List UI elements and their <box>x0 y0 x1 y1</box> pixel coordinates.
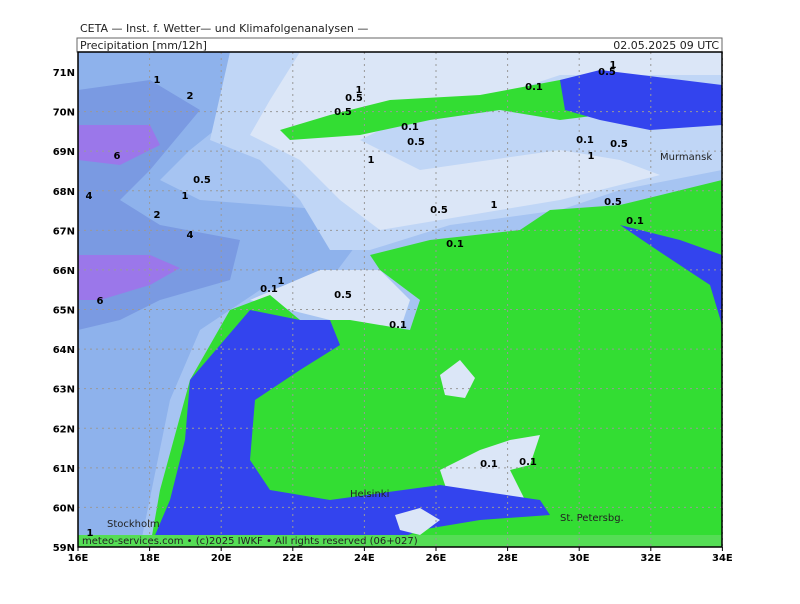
lon-label: 16E <box>68 553 89 564</box>
lat-label: 62N <box>53 424 75 435</box>
datetime-label: 02.05.2025 09 UTC <box>613 39 719 52</box>
footer-text: meteo-services.com • (c)2025 IWKF • All … <box>82 536 418 547</box>
contour-label: 1 <box>154 75 161 86</box>
contour-label: 0.5 <box>598 67 616 78</box>
precip-island-c <box>395 508 440 535</box>
contour-label: 1 <box>588 151 595 162</box>
contour-label: 0.1 <box>626 216 644 227</box>
contour-label: 1 <box>491 200 498 211</box>
lat-label: 68N <box>53 187 75 198</box>
contour-label: 1 <box>278 276 285 287</box>
contour-label: 2 <box>154 210 161 221</box>
map-area <box>78 52 722 547</box>
lat-label: 61N <box>53 464 75 475</box>
lon-label: 22E <box>282 553 303 564</box>
lat-label: 66N <box>53 266 75 277</box>
precip-2-4 <box>78 52 360 547</box>
lat-label: 63N <box>53 385 75 396</box>
contour-label: 0.1 <box>480 459 498 470</box>
contour-label: 4 <box>187 230 194 241</box>
lon-label: 24E <box>354 553 375 564</box>
place-label: Helsinki <box>350 489 389 500</box>
lat-label: 59N <box>53 543 75 554</box>
contour-label: 0.1 <box>401 122 419 133</box>
contour-label: 1 <box>610 60 617 71</box>
lon-label: 18E <box>139 553 160 564</box>
contour-label: 0.1 <box>525 82 543 93</box>
precip-0.1-0.5 <box>250 52 722 230</box>
lat-label: 65N <box>53 306 75 317</box>
contour-label: 1 <box>182 191 189 202</box>
lat-label: 67N <box>53 226 75 237</box>
contour-label: 4 <box>86 191 93 202</box>
place-label: Murmansk <box>660 152 712 163</box>
contour-label: 6 <box>97 296 104 307</box>
contour-label: 0.1 <box>446 239 464 250</box>
footer-band <box>78 535 722 547</box>
contour-label: 2 <box>187 91 194 102</box>
contour-label: 0.5 <box>345 93 363 104</box>
contour-label: 0.5 <box>407 137 425 148</box>
precip-6a <box>78 125 160 165</box>
precip-6b <box>78 255 180 300</box>
barents-sea <box>560 70 722 130</box>
place-label: St. Petersbg. <box>560 513 624 524</box>
contour-label: 1 <box>87 528 94 539</box>
header-title: CETA — Inst. f. Wetter— und Klimafolgena… <box>80 22 368 35</box>
contour-label: 0.1 <box>576 135 594 146</box>
contour-label: 0.5 <box>610 139 628 150</box>
lat-label: 69N <box>53 147 75 158</box>
contour-label: 1 <box>356 85 363 96</box>
contour-label: 0.5 <box>193 175 211 186</box>
contour-label: 0.5 <box>604 197 622 208</box>
lon-label: 28E <box>497 553 518 564</box>
white-sea <box>620 225 722 325</box>
contour-label: 6 <box>114 151 121 162</box>
contour-label: 0.5 <box>334 107 352 118</box>
lon-label: 34E <box>712 553 733 564</box>
contour-label: 0.5 <box>430 205 448 216</box>
lon-label: 32E <box>640 553 661 564</box>
contour-label: 0.1 <box>389 320 407 331</box>
lat-label: 70N <box>53 108 75 119</box>
precip-0.1-0.5b <box>250 270 410 330</box>
map-frame <box>77 51 723 548</box>
lat-label: 60N <box>53 503 75 514</box>
product-label: Precipitation [mm/12h] <box>80 39 207 52</box>
land-no-precip-north <box>280 78 600 140</box>
lat-label: 64N <box>53 345 75 356</box>
contour-label: 0.1 <box>260 284 278 295</box>
lat-label: 71N <box>53 68 75 79</box>
place-label: Stockholm <box>107 519 160 530</box>
contour-label: 0.1 <box>519 457 537 468</box>
lon-label: 30E <box>569 553 590 564</box>
precip-island-a <box>440 360 475 398</box>
baltic-sea <box>150 310 550 547</box>
lon-label: 26E <box>426 553 447 564</box>
lon-label: 20E <box>211 553 232 564</box>
contour-label: 0.5 <box>334 290 352 301</box>
contour-label: 1 <box>368 155 375 166</box>
